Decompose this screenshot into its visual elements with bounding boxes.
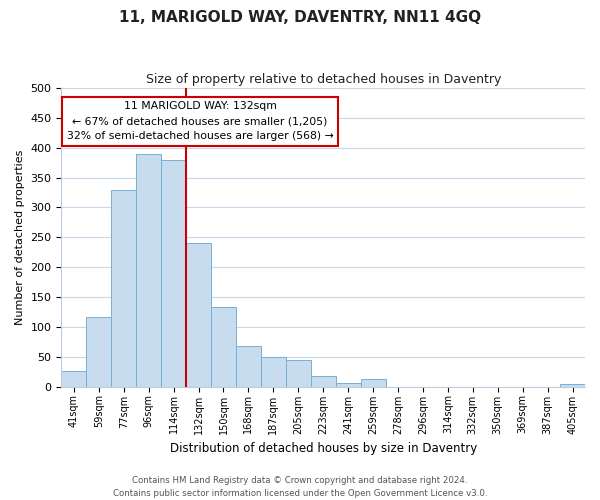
Bar	[236, 346, 261, 387]
Text: 11 MARIGOLD WAY: 132sqm
← 67% of detached houses are smaller (1,205)
32% of semi: 11 MARIGOLD WAY: 132sqm ← 67% of detache…	[67, 102, 334, 141]
Bar	[86, 317, 111, 386]
Bar	[161, 160, 186, 386]
Y-axis label: Number of detached properties: Number of detached properties	[15, 150, 25, 325]
Bar	[311, 376, 335, 386]
Text: Contains HM Land Registry data © Crown copyright and database right 2024.
Contai: Contains HM Land Registry data © Crown c…	[113, 476, 487, 498]
Bar	[111, 190, 136, 386]
Bar	[335, 383, 361, 386]
Bar	[560, 384, 585, 386]
Title: Size of property relative to detached houses in Daventry: Size of property relative to detached ho…	[146, 72, 501, 86]
Bar	[136, 154, 161, 386]
Bar	[361, 379, 386, 386]
Bar	[186, 244, 211, 386]
Text: 11, MARIGOLD WAY, DAVENTRY, NN11 4GQ: 11, MARIGOLD WAY, DAVENTRY, NN11 4GQ	[119, 10, 481, 25]
X-axis label: Distribution of detached houses by size in Daventry: Distribution of detached houses by size …	[170, 442, 477, 455]
Bar	[286, 360, 311, 386]
Bar	[61, 370, 86, 386]
Bar	[211, 307, 236, 386]
Bar	[261, 357, 286, 386]
